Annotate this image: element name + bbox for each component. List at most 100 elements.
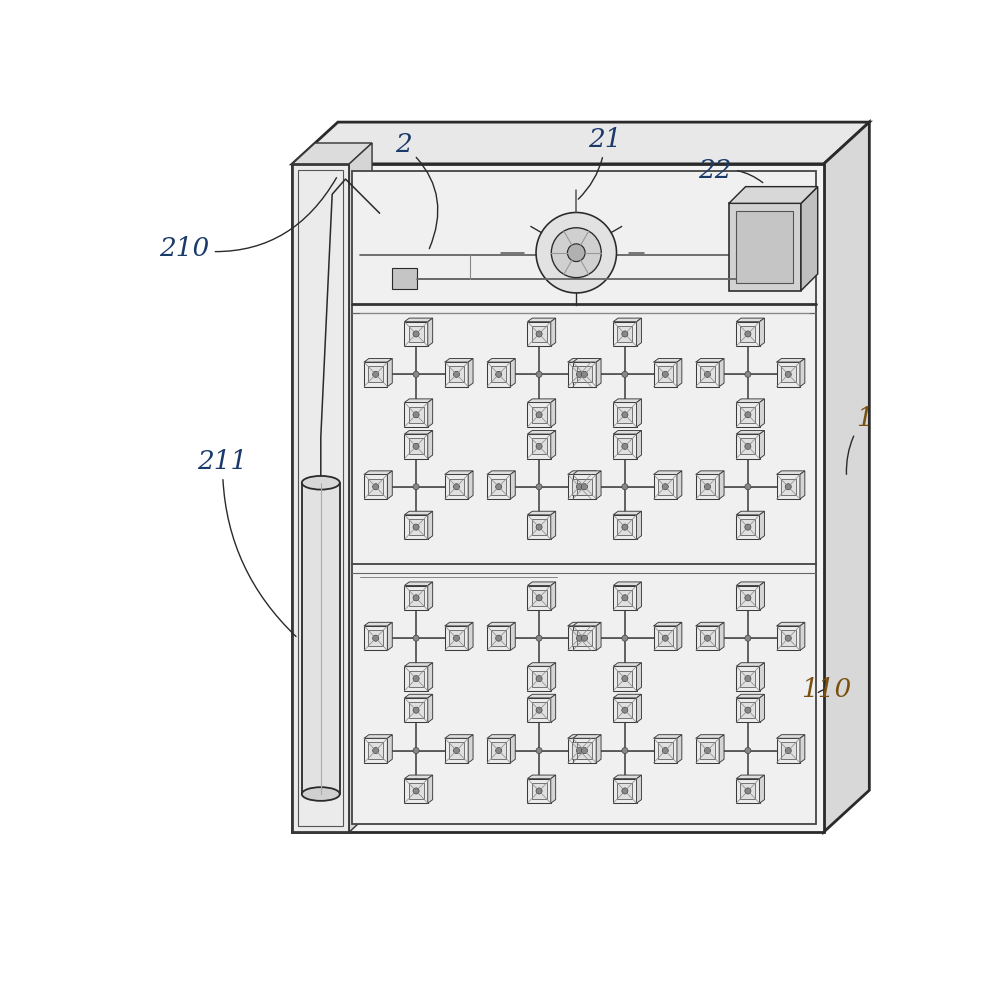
Polygon shape bbox=[719, 471, 724, 499]
Circle shape bbox=[453, 635, 460, 641]
Circle shape bbox=[745, 331, 751, 337]
Circle shape bbox=[496, 635, 502, 641]
Circle shape bbox=[567, 244, 585, 261]
Polygon shape bbox=[387, 471, 392, 499]
Polygon shape bbox=[572, 742, 587, 758]
Polygon shape bbox=[527, 582, 556, 586]
Polygon shape bbox=[613, 431, 641, 434]
Circle shape bbox=[785, 484, 791, 490]
Polygon shape bbox=[617, 783, 632, 799]
Polygon shape bbox=[532, 326, 547, 342]
Polygon shape bbox=[404, 318, 433, 321]
Polygon shape bbox=[777, 626, 800, 651]
Polygon shape bbox=[428, 431, 433, 458]
Polygon shape bbox=[760, 775, 764, 804]
Polygon shape bbox=[591, 735, 596, 763]
Polygon shape bbox=[596, 622, 601, 651]
Polygon shape bbox=[573, 739, 596, 763]
Circle shape bbox=[785, 747, 791, 753]
Polygon shape bbox=[637, 431, 641, 458]
Polygon shape bbox=[527, 515, 551, 539]
Polygon shape bbox=[404, 431, 433, 434]
Polygon shape bbox=[801, 186, 818, 291]
Polygon shape bbox=[637, 775, 641, 804]
Polygon shape bbox=[637, 663, 641, 691]
Polygon shape bbox=[368, 478, 383, 495]
Polygon shape bbox=[404, 399, 433, 402]
Polygon shape bbox=[404, 321, 428, 346]
Polygon shape bbox=[760, 512, 764, 539]
Polygon shape bbox=[617, 702, 632, 718]
Polygon shape bbox=[700, 630, 715, 646]
Polygon shape bbox=[292, 122, 869, 164]
Polygon shape bbox=[449, 630, 464, 646]
Polygon shape bbox=[613, 663, 641, 667]
Circle shape bbox=[622, 788, 628, 794]
Polygon shape bbox=[654, 474, 677, 499]
Circle shape bbox=[622, 635, 628, 641]
Polygon shape bbox=[740, 702, 755, 718]
Polygon shape bbox=[800, 735, 805, 763]
Polygon shape bbox=[637, 318, 641, 346]
Polygon shape bbox=[487, 362, 510, 387]
Polygon shape bbox=[428, 318, 433, 346]
Polygon shape bbox=[677, 471, 682, 499]
Polygon shape bbox=[700, 367, 715, 383]
Circle shape bbox=[373, 635, 379, 641]
Circle shape bbox=[496, 484, 502, 490]
Polygon shape bbox=[760, 694, 764, 723]
Polygon shape bbox=[800, 359, 805, 387]
Polygon shape bbox=[736, 586, 760, 610]
Polygon shape bbox=[527, 402, 551, 427]
Polygon shape bbox=[532, 670, 547, 686]
Circle shape bbox=[413, 635, 419, 641]
Polygon shape bbox=[532, 519, 547, 535]
Circle shape bbox=[745, 747, 751, 753]
Polygon shape bbox=[613, 512, 641, 515]
Polygon shape bbox=[677, 359, 682, 387]
Circle shape bbox=[536, 675, 542, 681]
Polygon shape bbox=[654, 359, 682, 362]
Polygon shape bbox=[637, 582, 641, 610]
Polygon shape bbox=[527, 663, 556, 667]
Polygon shape bbox=[468, 359, 473, 387]
Polygon shape bbox=[613, 434, 637, 458]
Circle shape bbox=[413, 707, 419, 713]
Polygon shape bbox=[368, 742, 383, 758]
Circle shape bbox=[662, 747, 668, 753]
Circle shape bbox=[373, 484, 379, 490]
Polygon shape bbox=[445, 626, 468, 651]
Polygon shape bbox=[532, 702, 547, 718]
Ellipse shape bbox=[302, 476, 340, 490]
Polygon shape bbox=[568, 739, 591, 763]
Circle shape bbox=[581, 635, 588, 641]
Text: 2: 2 bbox=[395, 132, 438, 248]
Polygon shape bbox=[573, 359, 601, 362]
Polygon shape bbox=[527, 775, 556, 779]
Polygon shape bbox=[637, 399, 641, 427]
Polygon shape bbox=[364, 359, 392, 362]
Circle shape bbox=[496, 747, 502, 753]
Polygon shape bbox=[729, 203, 801, 291]
Polygon shape bbox=[404, 694, 433, 698]
Polygon shape bbox=[551, 663, 556, 691]
Polygon shape bbox=[696, 362, 719, 387]
Polygon shape bbox=[527, 318, 556, 321]
Polygon shape bbox=[428, 399, 433, 427]
Polygon shape bbox=[736, 779, 760, 804]
Polygon shape bbox=[445, 622, 473, 626]
Text: 110: 110 bbox=[801, 676, 851, 702]
Polygon shape bbox=[577, 742, 592, 758]
Circle shape bbox=[453, 747, 460, 753]
Polygon shape bbox=[577, 367, 592, 383]
Polygon shape bbox=[573, 362, 596, 387]
Polygon shape bbox=[527, 694, 556, 698]
Circle shape bbox=[745, 675, 751, 681]
Polygon shape bbox=[654, 739, 677, 763]
Polygon shape bbox=[613, 582, 641, 586]
Polygon shape bbox=[568, 362, 591, 387]
Circle shape bbox=[413, 747, 419, 753]
Polygon shape bbox=[404, 512, 433, 515]
Polygon shape bbox=[736, 434, 760, 458]
Polygon shape bbox=[409, 783, 424, 799]
